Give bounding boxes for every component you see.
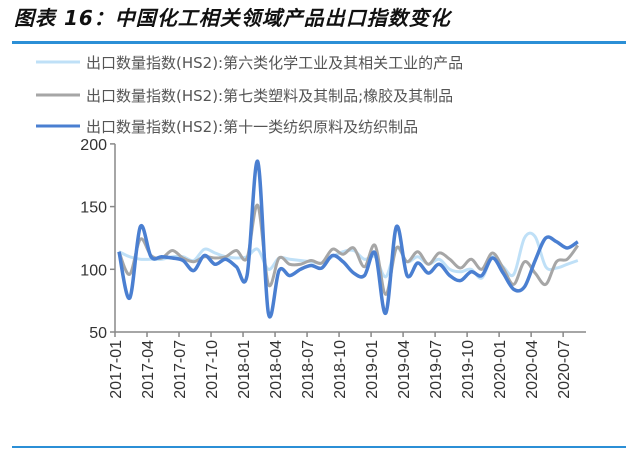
y-tick-label: 150 <box>80 200 107 217</box>
legend-label: 出口数量指数(HS2):第六类化学工业及其相关工业的产品 <box>86 54 463 72</box>
x-tick-label: 2018-07 <box>300 340 317 399</box>
legend: 出口数量指数(HS2):第六类化学工业及其相关工业的产品 出口数量指数(HS2)… <box>36 54 463 136</box>
series-line-2 <box>117 159 579 319</box>
x-tick-label: 2019-01 <box>364 340 381 399</box>
x-tick-label: 2019-04 <box>396 340 413 399</box>
legend-item-chemicals: 出口数量指数(HS2):第六类化学工业及其相关工业的产品 <box>36 54 463 72</box>
title-rule <box>12 41 626 44</box>
series-points-2 <box>118 161 578 314</box>
legend-label: 出口数量指数(HS2):第十一类纺织原料及纺织制品 <box>86 118 418 136</box>
x-tick-label: 2018-01 <box>236 340 253 399</box>
y-tick-label: 50 <box>89 325 107 342</box>
x-tick-label: 2019-07 <box>428 340 445 399</box>
x-tick-label: 2018-10 <box>332 340 349 399</box>
figure-title: 图表 16：中国化工相关领域产品出口指数变化 <box>14 6 451 30</box>
x-tick-label: 2017-10 <box>204 340 221 399</box>
bottom-rule <box>12 446 626 448</box>
x-tick-label: 2020-01 <box>492 340 509 399</box>
x-tick-label: 2019-10 <box>460 340 477 399</box>
legend-item-plastics: 出口数量指数(HS2):第七类塑料及其制品;橡胶及其制品 <box>36 87 453 105</box>
x-tick-label: 2017-07 <box>172 340 189 399</box>
series-line-1 <box>117 203 580 296</box>
y-tick-label: 100 <box>80 262 107 279</box>
x-tick-label: 2017-04 <box>140 340 157 399</box>
x-tick-label: 2020-07 <box>556 340 573 399</box>
series-line-0 <box>118 231 579 280</box>
series-group <box>117 159 580 319</box>
x-tick-label: 2020-04 <box>524 340 541 399</box>
x-tick-label: 2017-01 <box>108 340 125 399</box>
legend-label: 出口数量指数(HS2):第七类塑料及其制品;橡胶及其制品 <box>86 87 453 105</box>
x-tick-label: 2018-04 <box>268 340 285 399</box>
legend-item-textiles: 出口数量指数(HS2):第十一类纺织原料及纺织制品 <box>36 118 418 136</box>
y-tick-label: 200 <box>80 137 107 154</box>
